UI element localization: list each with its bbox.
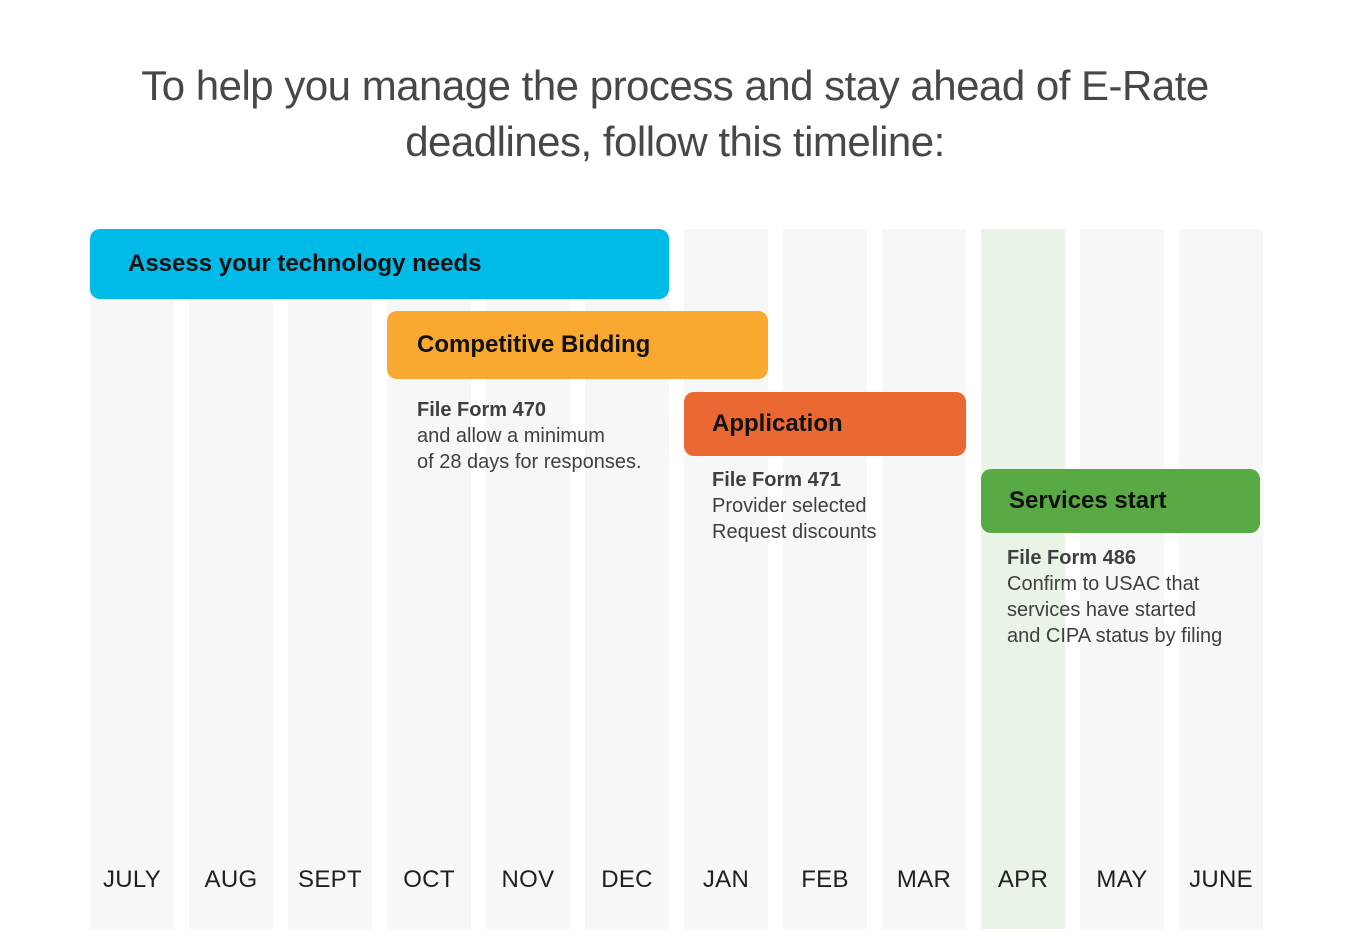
month-label-aug: AUG: [204, 866, 258, 893]
phase-note-line: and allow a minimum: [417, 425, 605, 447]
month-column-apr: [981, 229, 1065, 929]
month-label-mar: MAR: [896, 866, 952, 893]
phase-note-title: File Form 470: [417, 399, 546, 421]
phase-note-competitive-bidding: File Form 470 and allow a minimum of 28 da…: [417, 397, 642, 475]
phase-note-line: services have started: [1007, 599, 1196, 621]
phase-bar-competitive-bidding: Competitive Bidding: [387, 311, 768, 379]
phase-bar-assess-your-technology-needs: Assess your technology needs: [90, 229, 669, 299]
phase-note-line: Provider selected: [712, 495, 867, 517]
month-label-jan: JAN: [702, 866, 750, 893]
month-label-dec: DEC: [601, 866, 653, 893]
month-label-sept: SEPT: [298, 866, 362, 893]
month-label-oct: OCT: [403, 866, 455, 893]
phase-note-line: Request discounts: [712, 521, 877, 543]
month-label-nov: NOV: [501, 866, 555, 893]
month-label-june: JUNE: [1189, 866, 1253, 893]
phase-label: Services start: [1009, 487, 1167, 514]
phase-note-line: of 28 days for responses.: [417, 451, 642, 473]
page-heading: To help you manage the process and stay …: [0, 58, 1350, 170]
phase-note-title: File Form 486: [1007, 547, 1136, 569]
month-column-sept: [288, 229, 372, 929]
month-column-mar: [882, 229, 966, 929]
month-column-july: [90, 229, 174, 929]
phase-label: Assess your technology needs: [128, 250, 482, 277]
phase-note-title: File Form 471: [712, 469, 841, 491]
month-column-june: [1179, 229, 1263, 929]
phase-note-line: Confirm to USAC that: [1007, 573, 1200, 595]
phase-bar-application: Application: [684, 392, 966, 456]
heading-line-1: To help you manage the process and stay …: [141, 62, 1209, 109]
phase-label: Competitive Bidding: [417, 331, 651, 358]
phase-note-services-start: File Form 486 Confirm to USAC that service…: [1007, 545, 1222, 649]
heading-line-2: deadlines, follow this timeline:: [405, 118, 945, 165]
month-label-july: JULY: [102, 866, 162, 893]
month-column-feb: [783, 229, 867, 929]
phase-label: Application: [712, 410, 843, 437]
phase-note-line: and CIPA status by filing: [1007, 625, 1223, 647]
month-column-may: [1080, 229, 1164, 929]
month-label-apr: APR: [997, 866, 1049, 893]
month-column-aug: [189, 229, 273, 929]
month-label-may: MAY: [1096, 866, 1148, 893]
phase-note-application: File Form 471 Provider selected Request di…: [712, 467, 877, 545]
phase-bar-services-start: Services start: [981, 469, 1260, 533]
month-label-feb: FEB: [801, 866, 849, 893]
